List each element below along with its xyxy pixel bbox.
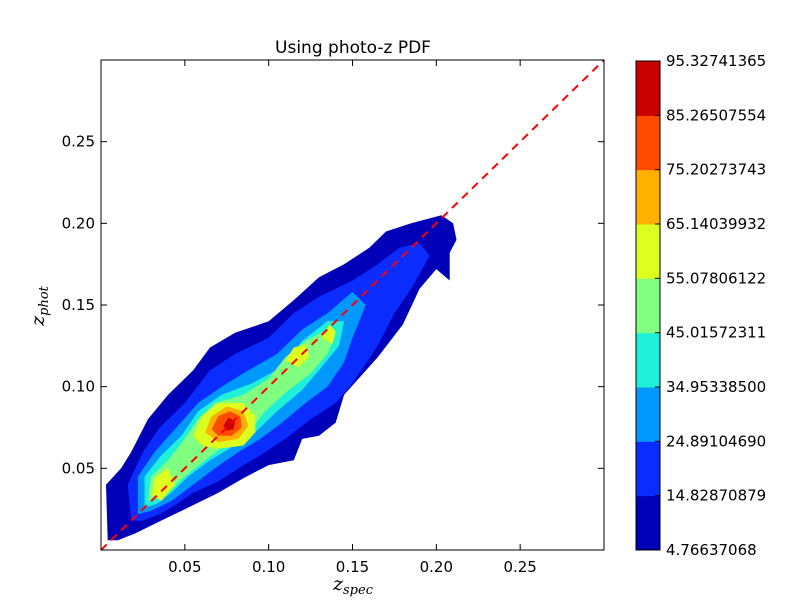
colorbar-level-label: 65.14039932 (666, 215, 766, 233)
y-tick-label: 0.10 (62, 378, 95, 396)
x-tick-label: 0.10 (252, 558, 285, 576)
colorbar-segment (636, 278, 660, 334)
y-axis: 0.05 0.10 0.15 0.20 0.25 (62, 133, 604, 477)
colorbar (635, 60, 661, 551)
contour-band-level-5-8 (322, 324, 336, 345)
colorbar-segment (636, 61, 660, 116)
colorbar-segment (636, 495, 660, 551)
colorbar-level-label: 24.89104690 (666, 432, 766, 450)
y-tick-label: 0.20 (62, 214, 95, 232)
x-tick-label: 0.15 (336, 558, 369, 576)
x-tick-label: 0.20 (420, 558, 453, 576)
colorbar-level-label: 75.20273743 (666, 161, 766, 179)
y-axis-label-base: z (27, 315, 49, 327)
colorbar-level-label: 34.95338500 (666, 378, 766, 396)
colorbar-segment (636, 115, 660, 171)
x-tick-label: 0.05 (168, 558, 201, 576)
colorbar-level-label: 85.26507554 (666, 106, 766, 124)
x-axis-label-base: z (332, 573, 344, 595)
colorbar-level-label: 45.01572311 (666, 324, 766, 342)
colorbar-level-label: 55.07806122 (666, 269, 766, 287)
y-axis-label: zphot (27, 285, 52, 327)
colorbar-segment (636, 441, 660, 497)
x-axis-label: zspec (332, 573, 374, 598)
colorbar-labels: 4.76637068 14.82870879 24.89104690 34.95338… (666, 52, 766, 559)
colorbar-segment (636, 387, 660, 442)
identity-reference-line (100, 59, 605, 551)
x-axis-label-sub: spec (343, 583, 374, 598)
contour-band-level-5-5 (151, 468, 175, 501)
contour-bands (106, 215, 457, 541)
colorbar-level-label: 95.32741365 (666, 52, 766, 70)
chart-title: Using photo-z PDF (275, 38, 431, 58)
y-axis-label-sub: phot (37, 285, 52, 316)
x-axis: 0.05 0.10 0.15 0.20 0.25 (168, 60, 537, 576)
x-tick-label: 0.25 (503, 558, 536, 576)
colorbar-frame (635, 60, 661, 551)
colorbar-segment (636, 224, 660, 279)
colorbar-level-label: 4.76637068 (666, 541, 757, 559)
colorbar-segment (636, 169, 660, 225)
y-tick-label: 0.15 (62, 296, 95, 314)
y-tick-label: 0.05 (62, 459, 95, 477)
y-tick-label: 0.25 (62, 133, 95, 151)
colorbar-level-label: 14.82870879 (666, 487, 766, 505)
contour-band-level-5-7 (285, 344, 309, 368)
colorbar-segment (636, 332, 660, 388)
